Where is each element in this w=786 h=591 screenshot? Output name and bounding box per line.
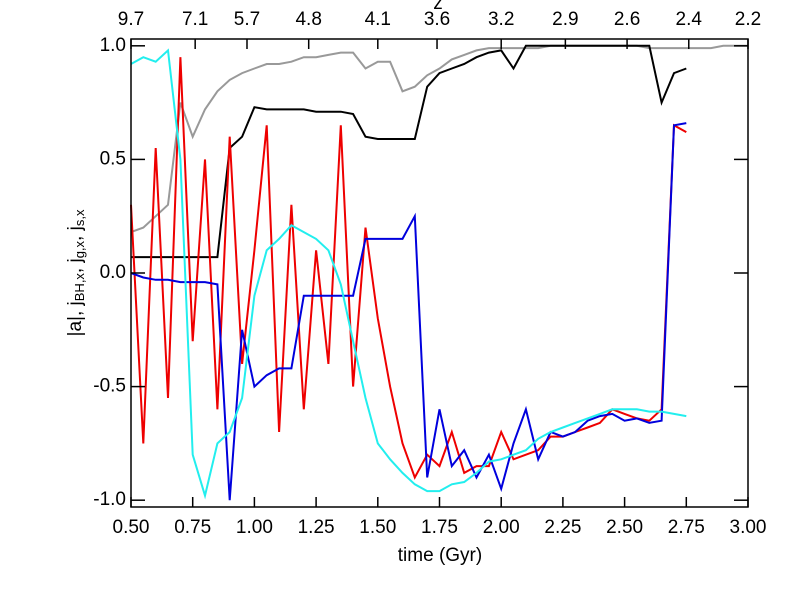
y-axis-label-part: s,x <box>72 209 87 226</box>
series-line <box>130 44 748 234</box>
x-tick-label: 1.75 <box>421 517 458 538</box>
x-axis-label: time (Gyr) <box>398 545 482 566</box>
top-tick-label: 3.6 <box>424 9 450 30</box>
y-axis-label-part: BH,x <box>72 273 87 302</box>
top-tick-label: 2.9 <box>552 9 578 30</box>
top-tick-label: 2.2 <box>735 9 761 30</box>
x-tick-label: 0.75 <box>174 517 211 538</box>
y-axis-label-part: , j <box>65 226 86 241</box>
x-tick-label: 2.75 <box>668 517 705 538</box>
top-axis-label: z <box>433 0 443 14</box>
y-axis-label-part: , j <box>65 258 86 273</box>
x-tick-label: 1.50 <box>359 517 396 538</box>
y-tick-label: -0.5 <box>93 376 126 397</box>
series-line <box>131 44 687 259</box>
y-tick-label: 0.0 <box>100 262 126 283</box>
x-tick-label: 3.00 <box>730 517 767 538</box>
top-tick-label: 4.8 <box>295 9 321 30</box>
top-tick-label: 2.4 <box>676 9 703 30</box>
series-line <box>130 48 687 500</box>
x-tick-label: 2.00 <box>483 517 520 538</box>
top-tick-label: 7.1 <box>182 9 208 30</box>
series-line <box>130 57 687 480</box>
x-tick-label: 2.50 <box>606 517 643 538</box>
y-tick-label: 1.0 <box>100 35 126 56</box>
x-tick-label: 2.25 <box>544 517 581 538</box>
top-tick-label: 2.6 <box>614 9 640 30</box>
top-tick-label: 4.1 <box>365 9 391 30</box>
series-line <box>130 122 687 501</box>
y-tick-label: 0.5 <box>100 148 126 169</box>
x-tick-label: 1.25 <box>298 517 335 538</box>
y-axis-label: |a|, jBH,x, jg,x, js,x <box>65 209 87 336</box>
top-tick-label: 9.7 <box>118 9 144 30</box>
y-axis-label-part: g,x <box>72 240 87 258</box>
top-tick-label: 5.7 <box>234 9 260 30</box>
x-tick-label: 1.00 <box>236 517 273 538</box>
y-tick-label: -1.0 <box>93 489 126 510</box>
x-tick-label: 0.50 <box>113 517 150 538</box>
top-tick-label: 3.2 <box>488 9 514 30</box>
y-axis-label-part: |a|, j <box>65 301 86 336</box>
